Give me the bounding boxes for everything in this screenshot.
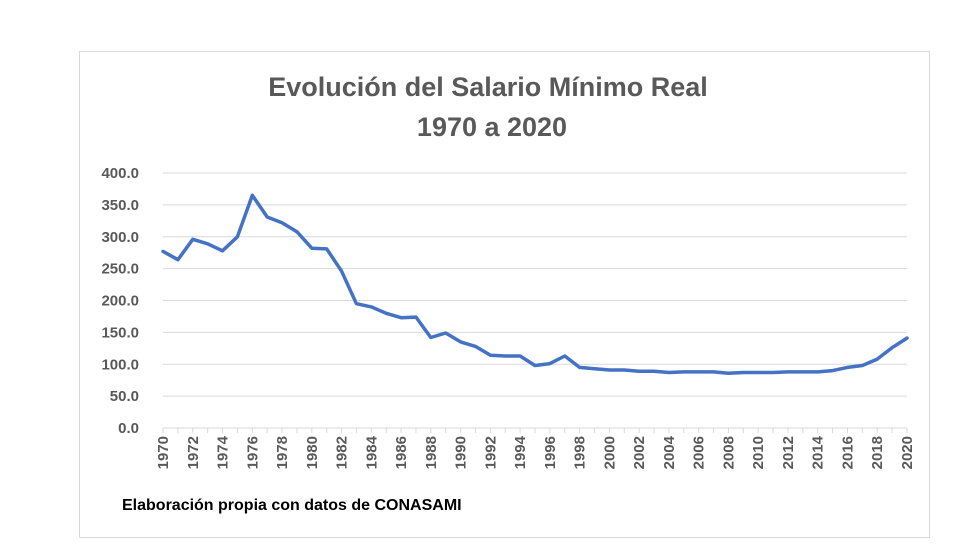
x-tick-label: 1976 bbox=[244, 436, 261, 469]
data-point bbox=[757, 371, 760, 374]
data-point bbox=[682, 370, 685, 374]
x-tick-label: 1986 bbox=[393, 436, 410, 469]
data-point bbox=[355, 302, 358, 305]
data-point bbox=[459, 340, 462, 344]
data-point bbox=[429, 336, 433, 339]
data-point bbox=[861, 364, 864, 367]
data-point bbox=[697, 370, 700, 374]
data-point bbox=[578, 366, 581, 369]
x-tick-label: 1970 bbox=[155, 436, 172, 469]
y-tick-label: 200.0 bbox=[101, 293, 139, 310]
y-tick-label: 400.0 bbox=[101, 165, 139, 182]
series-line bbox=[161, 193, 909, 375]
x-tick-label: 2012 bbox=[780, 436, 797, 469]
data-point bbox=[176, 258, 180, 261]
x-tick-label: 1988 bbox=[423, 436, 440, 469]
data-point bbox=[295, 230, 299, 233]
data-point bbox=[340, 269, 343, 273]
x-tick-label: 1998 bbox=[572, 436, 589, 469]
data-point bbox=[816, 370, 819, 374]
x-tick-label: 1982 bbox=[334, 436, 351, 469]
data-point bbox=[310, 247, 313, 250]
x-tick-label: 2014 bbox=[810, 435, 827, 469]
data-point bbox=[504, 354, 507, 358]
x-tick-label: 1990 bbox=[453, 436, 470, 469]
x-tick-label: 1992 bbox=[482, 436, 499, 469]
x-tick-label: 2008 bbox=[720, 436, 737, 469]
data-point bbox=[444, 331, 447, 335]
data-point bbox=[385, 312, 388, 315]
data-point bbox=[236, 235, 239, 238]
data-point bbox=[831, 369, 834, 372]
data-point bbox=[370, 305, 373, 309]
data-point bbox=[652, 370, 656, 373]
data-point bbox=[637, 370, 641, 373]
x-tick-label: 2002 bbox=[631, 436, 648, 469]
data-point bbox=[905, 336, 909, 340]
data-point bbox=[161, 250, 165, 253]
data-point bbox=[191, 238, 194, 241]
data-point bbox=[251, 194, 254, 197]
data-point bbox=[727, 371, 730, 375]
data-point bbox=[399, 316, 403, 319]
y-tick-label: 100.0 bbox=[101, 356, 139, 373]
data-point bbox=[786, 370, 790, 374]
data-point bbox=[206, 242, 209, 245]
data-point bbox=[414, 315, 418, 319]
chart-title-line-1: Evolución del Salario Mínimo Real bbox=[268, 72, 708, 102]
data-point bbox=[712, 370, 715, 374]
data-point bbox=[221, 249, 224, 252]
data-point bbox=[518, 354, 522, 358]
x-tick-label: 2016 bbox=[839, 436, 856, 469]
data-point bbox=[890, 346, 894, 349]
x-tick-label: 2010 bbox=[750, 436, 767, 469]
source-note: Elaboración propia con datos de CONASAMI bbox=[122, 497, 462, 514]
x-tick-label: 1972 bbox=[185, 436, 202, 469]
chart-frame bbox=[79, 51, 930, 538]
x-tick-label: 1996 bbox=[542, 436, 559, 469]
data-point bbox=[593, 367, 596, 370]
x-tick-label: 1994 bbox=[512, 435, 529, 469]
data-point bbox=[623, 368, 626, 372]
data-point bbox=[533, 364, 537, 367]
x-tick-label: 1984 bbox=[363, 435, 380, 469]
x-tick-label: 2004 bbox=[661, 435, 678, 469]
data-point bbox=[876, 357, 879, 361]
x-tick-label: 1978 bbox=[274, 436, 291, 469]
data-point bbox=[667, 371, 671, 374]
y-tick-label: 50.0 bbox=[110, 388, 139, 405]
data-point bbox=[474, 345, 477, 348]
data-point bbox=[771, 371, 775, 374]
data-point bbox=[563, 354, 566, 358]
data-point bbox=[280, 221, 284, 224]
y-tick-label: 350.0 bbox=[101, 197, 139, 214]
x-tick-label: 1980 bbox=[304, 436, 321, 469]
data-point bbox=[801, 370, 805, 374]
chart-title-line-2: 1970 a 2020 bbox=[416, 112, 568, 142]
y-tick-label: 0.0 bbox=[118, 420, 139, 437]
x-tick-label: 2006 bbox=[691, 436, 708, 469]
data-point bbox=[548, 362, 552, 365]
data-point bbox=[846, 366, 849, 369]
data-point bbox=[608, 368, 611, 372]
x-tick-label: 2018 bbox=[869, 436, 886, 469]
data-point bbox=[325, 247, 328, 251]
data-point bbox=[742, 371, 745, 374]
x-tick-label: 2000 bbox=[601, 436, 618, 469]
data-point bbox=[489, 354, 492, 357]
x-tick-label: 2020 bbox=[899, 436, 916, 469]
y-tick-label: 300.0 bbox=[101, 229, 139, 246]
data-point bbox=[265, 215, 269, 219]
x-tick-label: 1974 bbox=[215, 435, 232, 469]
y-tick-label: 250.0 bbox=[101, 261, 139, 278]
y-tick-label: 150.0 bbox=[101, 324, 139, 341]
